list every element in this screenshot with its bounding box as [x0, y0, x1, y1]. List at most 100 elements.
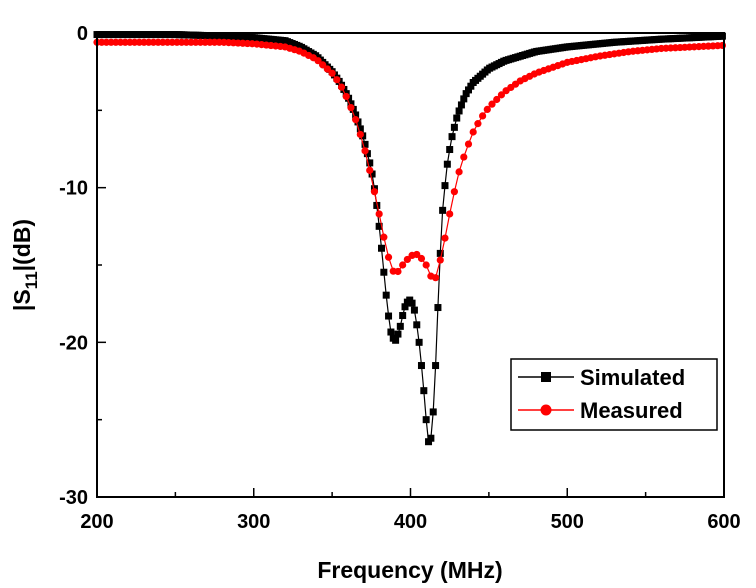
data-point: [413, 321, 421, 329]
data-point: [436, 249, 444, 257]
data-point: [434, 304, 442, 312]
data-point: [356, 130, 364, 139]
data-point: [460, 95, 468, 103]
data-point: [342, 92, 350, 101]
data-point: [401, 303, 409, 311]
data-point: [392, 336, 400, 344]
data-point: [455, 168, 463, 176]
series-layer: [93, 31, 727, 446]
y-tick-label: -10: [59, 178, 88, 200]
x-tick-label: 300: [237, 511, 270, 533]
data-point: [455, 107, 463, 115]
data-point: [361, 140, 369, 148]
data-point: [427, 434, 435, 442]
x-tick-labels: 200 300 400 500 600: [80, 511, 740, 533]
data-point: [453, 114, 461, 122]
x-tick-label: 600: [707, 511, 740, 533]
legend: Simulated Measured: [510, 358, 718, 431]
data-point: [420, 387, 428, 395]
data-point: [467, 82, 475, 90]
data-point: [417, 362, 425, 370]
data-point: [394, 330, 402, 338]
series-simulated: [93, 31, 726, 446]
data-point: [488, 100, 496, 108]
data-point: [380, 233, 388, 241]
data-point: [382, 291, 390, 299]
legend-label-simulated: Simulated: [580, 365, 685, 390]
data-point: [323, 65, 332, 73]
data-point: [417, 254, 426, 263]
data-point: [446, 210, 454, 218]
data-point: [337, 83, 346, 91]
data-point: [436, 256, 444, 264]
x-tick-label: 400: [394, 511, 427, 533]
legend-label-measured: Measured: [580, 398, 683, 423]
data-point: [450, 123, 458, 131]
x-tick-label: 500: [551, 511, 584, 533]
data-point: [429, 408, 437, 416]
data-point: [352, 116, 360, 124]
x-axis-title: Frequency (MHz): [317, 557, 502, 583]
data-point: [474, 120, 482, 128]
y-axis-title-sub: 11: [22, 271, 41, 289]
data-point: [370, 188, 379, 196]
data-point: [432, 362, 440, 370]
data-point: [457, 101, 465, 109]
data-point: [441, 234, 449, 242]
data-point: [422, 416, 430, 424]
data-point: [394, 267, 402, 276]
data-point: [497, 91, 506, 99]
data-point: [464, 86, 472, 94]
data-point: [431, 274, 440, 282]
y-tick-label: -20: [59, 332, 88, 354]
data-point: [375, 210, 383, 218]
y-tick-labels: -30 -20 -10 0: [59, 23, 88, 509]
y-axis-title: |S11|(dB): [9, 219, 41, 311]
data-point: [356, 125, 364, 133]
data-point: [408, 299, 416, 307]
data-point: [469, 128, 477, 136]
data-point: [375, 222, 383, 230]
series-measured: [93, 38, 727, 282]
data-point: [333, 76, 341, 84]
data-point: [352, 111, 360, 119]
data-point: [450, 188, 458, 196]
measured-line: [97, 41, 723, 279]
data-point: [378, 244, 386, 252]
data-point: [403, 255, 411, 264]
data-point: [410, 306, 418, 314]
legend-marker-measured: [540, 404, 552, 416]
data-point: [479, 112, 487, 120]
data-point: [462, 90, 470, 98]
data-point: [464, 140, 473, 148]
data-point: [493, 95, 501, 104]
data-point: [396, 322, 404, 330]
y-tick-label: -30: [59, 487, 88, 509]
data-point: [328, 69, 336, 77]
legend-marker-simulated: [541, 372, 551, 382]
data-point: [441, 182, 449, 190]
data-point: [384, 253, 393, 261]
data-point: [385, 312, 393, 320]
data-point: [448, 133, 456, 141]
y-tick-label: 0: [77, 23, 88, 45]
data-point: [483, 105, 491, 114]
data-point: [718, 32, 726, 40]
data-point: [422, 261, 430, 269]
data-point: [319, 61, 327, 69]
data-point: [439, 206, 447, 214]
data-point: [460, 153, 468, 161]
data-point: [368, 170, 376, 178]
data-point: [314, 57, 322, 65]
x-tick-label: 200: [80, 511, 113, 533]
data-point: [446, 146, 454, 154]
data-point: [366, 159, 374, 167]
plot-frame: [96, 32, 725, 498]
data-point: [363, 150, 371, 158]
data-point: [361, 147, 369, 155]
data-point: [380, 268, 388, 276]
data-point: [347, 100, 355, 108]
data-point: [366, 166, 374, 174]
data-point: [399, 261, 407, 269]
